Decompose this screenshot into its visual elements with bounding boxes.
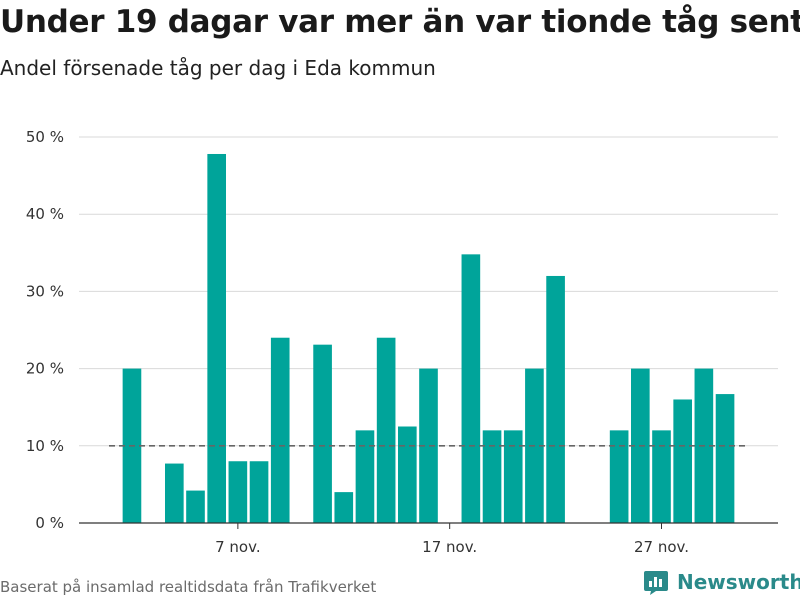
x-tick-label: 27 nov. <box>634 538 689 556</box>
x-tick-label: 17 nov. <box>422 538 477 556</box>
bar <box>313 344 332 523</box>
bar <box>482 430 502 523</box>
bar <box>419 368 438 523</box>
bar-chart-icon <box>644 571 668 595</box>
bar <box>503 430 523 523</box>
bar <box>652 430 671 523</box>
bar <box>673 399 693 523</box>
source-note: Baserat på insamlad realtidsdata från Tr… <box>0 578 377 596</box>
bar <box>186 490 205 523</box>
chart-subtitle: Andel försenade tåg per dag i Eda kommun <box>0 56 436 80</box>
bar <box>228 461 248 523</box>
bar <box>715 394 735 523</box>
chart-title: Under 19 dagar var mer än var tionde tåg… <box>0 4 800 40</box>
y-tick-label: 20 % <box>26 360 64 378</box>
bar <box>397 426 417 523</box>
bars <box>122 153 735 523</box>
y-tick-label: 10 % <box>26 437 64 455</box>
bar <box>546 275 565 523</box>
bar <box>334 492 354 523</box>
y-axis-labels: 0 % 10 % 20 % 30 % 40 % 50 % <box>26 128 64 532</box>
bar <box>609 430 629 523</box>
y-tick-label: 30 % <box>26 282 64 300</box>
y-tick-label: 0 % <box>35 514 64 532</box>
bar <box>207 153 227 523</box>
brand-logo[interactable]: Newsworthy <box>643 569 800 595</box>
y-tick-label: 40 % <box>26 205 64 223</box>
bar <box>355 430 375 523</box>
bar <box>164 463 184 523</box>
bar <box>249 461 269 523</box>
bar <box>376 337 396 523</box>
bar <box>461 254 481 523</box>
x-axis-labels: 7 nov. 17 nov. 27 nov. <box>215 523 689 556</box>
bar <box>270 337 290 523</box>
x-tick-label: 7 nov. <box>215 538 260 556</box>
brand-name: Newsworthy <box>677 570 800 594</box>
y-tick-label: 50 % <box>26 128 64 146</box>
